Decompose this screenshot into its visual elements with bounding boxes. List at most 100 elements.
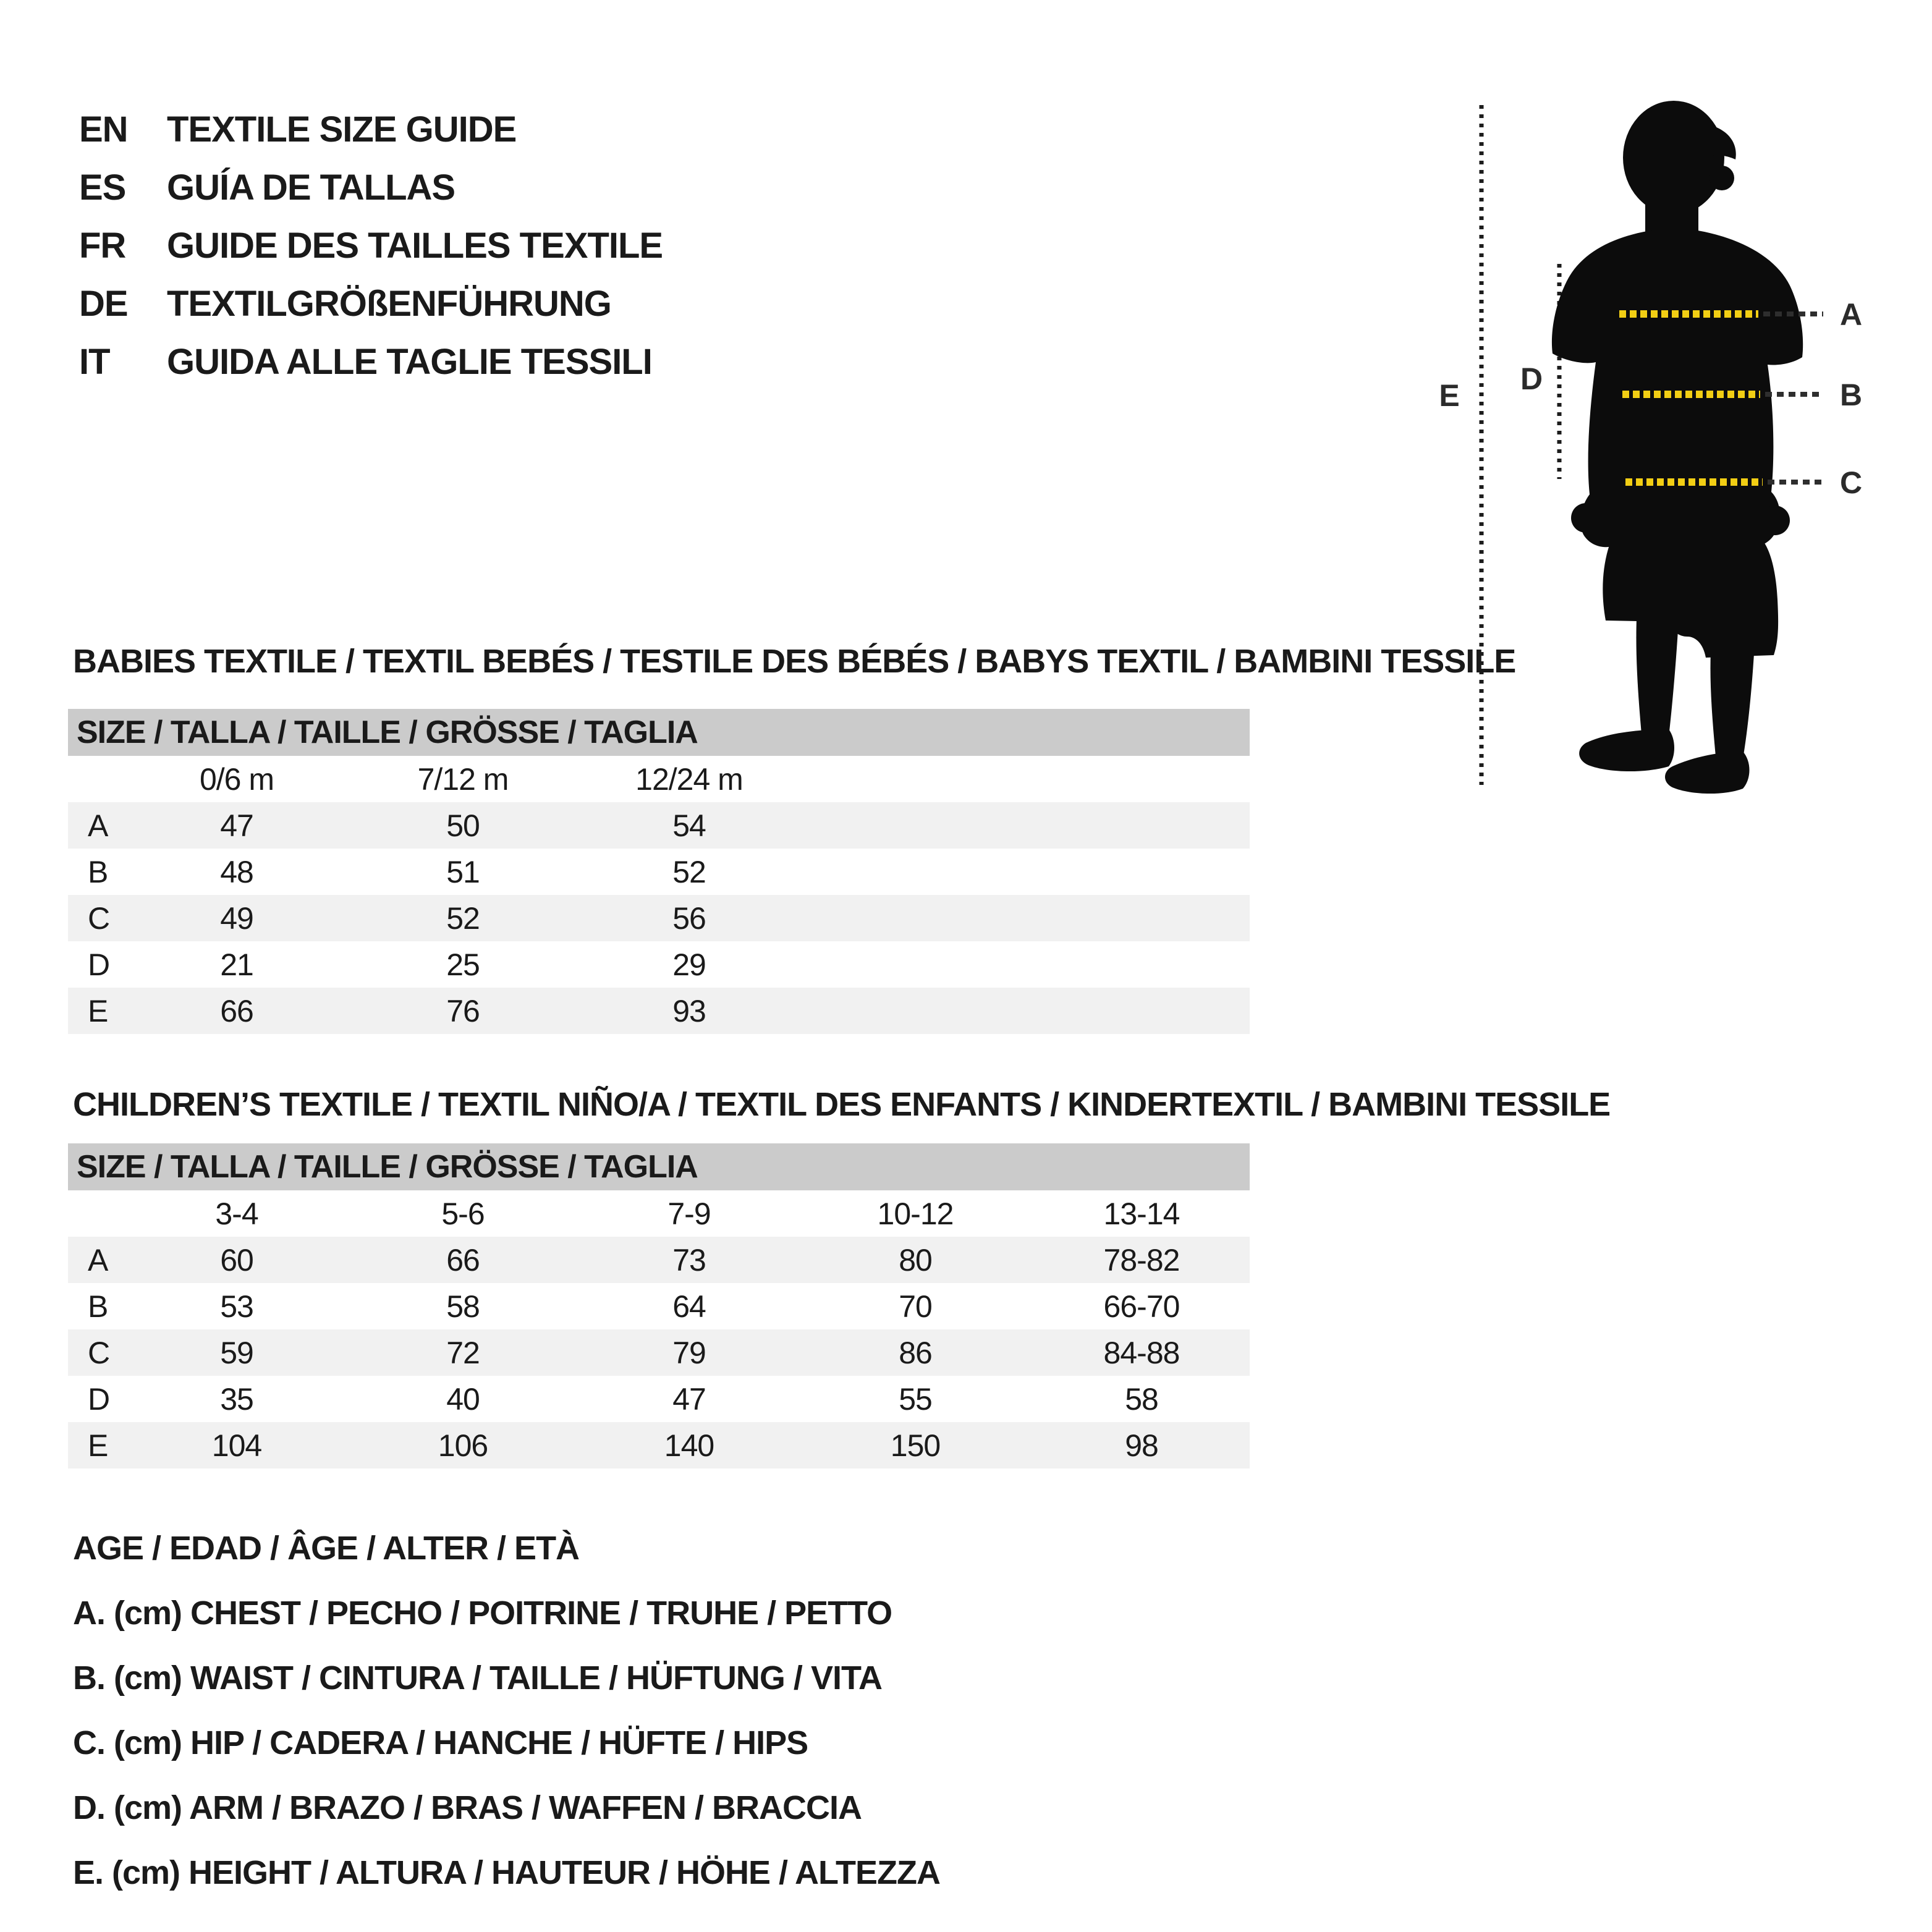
children-section-title: CHILDREN’S TEXTILE / TEXTIL NIÑO/A / TEX… (73, 1086, 1611, 1123)
legend-line: A. (cm) CHEST / PECHO / POITRINE / TRUHE… (73, 1594, 892, 1632)
table-cell: 60 (220, 1242, 254, 1277)
measurement-legend: AGE / EDAD / ÂGE / ALTER / ETÀ A. (cm) CH… (73, 1515, 941, 1905)
row-label: A (88, 1242, 108, 1277)
language-code: ES (79, 167, 126, 208)
table-cell: 84-88 (1103, 1335, 1180, 1370)
table-cell: 21 (220, 947, 254, 982)
column-header: 5-6 (441, 1196, 485, 1231)
table-cell: 66 (446, 1242, 480, 1277)
table-cell: 29 (672, 947, 706, 982)
language-label: GUÍA DE TALLAS (167, 167, 455, 208)
table-cell: 51 (446, 854, 480, 889)
table-cell: 25 (446, 947, 480, 982)
table-row: B 48 51 52 (68, 849, 1250, 895)
table-cell: 66 (220, 993, 254, 1028)
legend-line: D. (cm) ARM / BRAZO / BRAS / WAFFEN / BR… (73, 1789, 862, 1826)
children-table-rows: A 60 66 73 80 78-82 B 53 58 64 70 66-70 C 59 72 79 86 84-… (68, 1237, 1250, 1468)
language-label: TEXTILGRÖßENFÜHRUNG (167, 283, 612, 324)
column-header: 0/6 m (199, 761, 274, 797)
babies-table-rows: A 47 50 54 B 48 51 52 C 49 52 56 D 21 25 29 E 66 76 93 (68, 802, 1250, 1034)
table-cell: 78-82 (1103, 1242, 1180, 1277)
table-cell: 140 (664, 1428, 714, 1463)
row-label: D (88, 947, 110, 982)
row-label: A (88, 808, 108, 843)
children-size-table: SIZE / TALLA / TAILLE / GRÖSSE / TAGLIA … (68, 1143, 1250, 1468)
table-cell: 52 (672, 854, 706, 889)
language-label: TEXTILE SIZE GUIDE (167, 109, 517, 150)
language-code: FR (79, 225, 126, 266)
language-guide: EN TEXTILE SIZE GUIDE ES GUÍA DE TALLAS FR GU… (79, 100, 663, 391)
table-cell: 52 (446, 900, 480, 936)
label-height-e: E (1439, 378, 1459, 413)
legend-line: E. (cm) HEIGHT / ALTURA / HAUTEUR / HÖHE… (73, 1854, 941, 1891)
babies-section-title: BABIES TEXTILE / TEXTIL BEBÉS / TESTILE … (73, 643, 1516, 680)
column-header: 7/12 m (417, 761, 509, 797)
table-cell: 70 (899, 1289, 933, 1324)
table-cell: 72 (446, 1335, 480, 1370)
children-column-headers: 3-4 5-6 7-9 10-12 13-14 (68, 1190, 1250, 1237)
table-row: C 49 52 56 (68, 895, 1250, 941)
column-header: 3-4 (215, 1196, 258, 1231)
row-label: E (88, 1428, 108, 1463)
label-arm-d: D (1520, 362, 1543, 396)
table-cell: 50 (446, 808, 480, 843)
language-row: FR GUIDE DES TAILLES TEXTILE (79, 216, 663, 274)
table-cell: 48 (220, 854, 254, 889)
babies-table-header: SIZE / TALLA / TAILLE / GRÖSSE / TAGLIA (68, 709, 1250, 756)
row-label: E (88, 993, 108, 1028)
column-header: 12/24 m (635, 761, 744, 797)
table-cell: 80 (899, 1242, 933, 1277)
table-cell: 55 (899, 1381, 933, 1417)
row-label: D (88, 1381, 110, 1417)
label-waist-b: B (1840, 378, 1862, 412)
table-cell: 54 (672, 808, 706, 843)
language-row: EN TEXTILE SIZE GUIDE (79, 100, 663, 158)
babies-size-table: SIZE / TALLA / TAILLE / GRÖSSE / TAGLIA … (68, 709, 1250, 1034)
language-label: GUIDE DES TAILLES TEXTILE (167, 225, 663, 266)
row-label: B (88, 854, 108, 889)
row-label: B (88, 1289, 108, 1324)
language-code: EN (79, 109, 129, 150)
table-cell: 150 (890, 1428, 941, 1463)
table-cell: 66-70 (1103, 1289, 1180, 1324)
table-cell: 59 (220, 1335, 254, 1370)
table-cell: 47 (220, 808, 254, 843)
language-label: GUIDA ALLE TAGLIE TESSILI (167, 341, 653, 382)
legend-line: AGE / EDAD / ÂGE / ALTER / ETÀ (73, 1529, 580, 1567)
table-cell: 86 (899, 1335, 933, 1370)
label-hip-c: C (1840, 465, 1862, 500)
table-cell: 49 (220, 900, 254, 936)
table-row: E 66 76 93 (68, 988, 1250, 1034)
table-cell: 58 (1125, 1381, 1159, 1417)
table-row: E 104 106 140 150 98 (68, 1422, 1250, 1468)
babies-column-headers: 0/6 m 7/12 m 12/24 m (68, 756, 1250, 802)
table-cell: 104 (211, 1428, 262, 1463)
table-row: D 35 40 47 55 58 (68, 1376, 1250, 1422)
language-row: ES GUÍA DE TALLAS (79, 158, 663, 216)
language-code: IT (79, 341, 111, 382)
table-cell: 106 (438, 1428, 488, 1463)
table-cell: 76 (446, 993, 480, 1028)
table-row: D 21 25 29 (68, 941, 1250, 988)
children-table-header: SIZE / TALLA / TAILLE / GRÖSSE / TAGLIA (68, 1143, 1250, 1190)
column-header: 13-14 (1103, 1196, 1180, 1231)
table-cell: 98 (1125, 1428, 1159, 1463)
language-code: DE (79, 283, 129, 324)
table-cell: 64 (672, 1289, 706, 1324)
legend-line: C. (cm) HIP / CADERA / HANCHE / HÜFTE / … (73, 1724, 808, 1761)
row-label: C (88, 900, 110, 936)
table-cell: 58 (446, 1289, 480, 1324)
table-cell: 47 (672, 1381, 706, 1417)
table-row: C 59 72 79 86 84-88 (68, 1329, 1250, 1376)
table-row: B 53 58 64 70 66-70 (68, 1283, 1250, 1329)
table-cell: 40 (446, 1381, 480, 1417)
table-row: A 60 66 73 80 78-82 (68, 1237, 1250, 1283)
label-chest-a: A (1840, 297, 1862, 332)
row-label: C (88, 1335, 110, 1370)
table-cell: 73 (672, 1242, 706, 1277)
table-cell: 93 (672, 993, 706, 1028)
table-cell: 35 (220, 1381, 254, 1417)
child-silhouette (1551, 101, 1803, 794)
language-row: IT GUIDA ALLE TAGLIE TESSILI (79, 333, 663, 391)
legend-line: B. (cm) WAIST / CINTURA / TAILLE / HÜFTU… (73, 1659, 883, 1697)
